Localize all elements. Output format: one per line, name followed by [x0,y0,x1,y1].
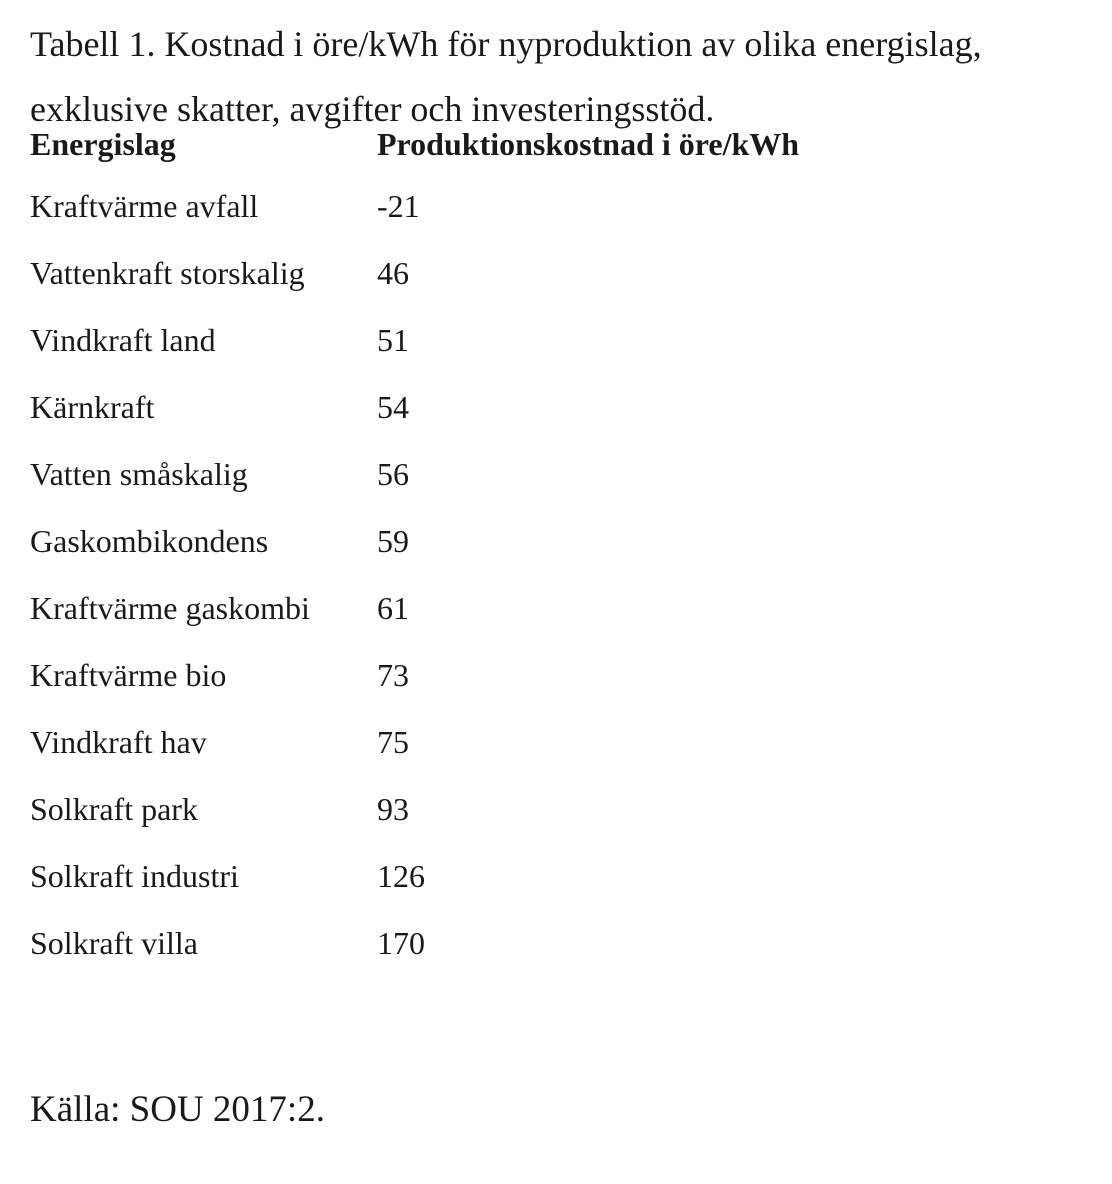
cost-cell: 126 [377,858,425,894]
cost-cell: 75 [377,724,409,760]
energy-type-cell: Kraftvärme gaskombi [30,590,310,626]
header-energislag: Energislag [30,126,176,162]
cost-cell: -21 [377,188,420,224]
header-produktionskostnad: Produktionskostnad i öre/kWh [377,126,800,162]
cost-cell: 61 [377,590,409,626]
cost-cell: 73 [377,657,409,693]
cost-cell: 93 [377,791,409,827]
source-note: Källa: SOU 2017:2. [30,1089,325,1130]
cost-cell: 170 [377,925,425,961]
table-row: Kraftvärme gaskombi 61 [30,590,799,657]
table-row: Vatten småskalig 56 [30,456,799,523]
cost-cell: 46 [377,255,409,291]
table-row: Solkraft villa 170 [30,925,799,992]
energy-type-cell: Vindkraft hav [30,724,207,760]
table-row: Vindkraft hav 75 [30,724,799,791]
cost-cell: 54 [377,389,409,425]
table-row: Solkraft industri 126 [30,858,799,925]
energy-type-cell: Vindkraft land [30,322,216,358]
table-row: Kraftvärme bio 73 [30,657,799,724]
energy-type-cell: Kärnkraft [30,389,155,425]
table-row: Solkraft park 93 [30,791,799,858]
table-caption: Tabell 1. Kostnad i öre/kWh för nyproduk… [30,12,1110,142]
table-header-row: Energislag Produktionskostnad i öre/kWh [30,126,799,188]
caption-line-2: exklusive skatter, avgifter och invester… [30,89,715,129]
table-row: Gaskombikondens 59 [30,523,799,590]
table-row: Kraftvärme avfall -21 [30,188,799,255]
cost-cell: 59 [377,523,409,559]
energy-type-cell: Vatten småskalig [30,456,248,492]
energy-type-cell: Gaskombikondens [30,523,269,559]
energy-type-cell: Kraftvärme bio [30,657,227,693]
energy-type-cell: Solkraft park [30,791,198,827]
table-row: Vattenkraft storskalig 46 [30,255,799,322]
energy-type-cell: Solkraft villa [30,925,198,961]
energy-type-cell: Solkraft industri [30,858,239,894]
caption-line-1: Tabell 1. Kostnad i öre/kWh för nyproduk… [30,24,982,64]
cost-cell: 56 [377,456,409,492]
energy-type-cell: Vattenkraft storskalig [30,255,305,291]
cost-cell: 51 [377,322,409,358]
cost-table: Energislag Produktionskostnad i öre/kWh … [30,126,799,992]
table-row: Vindkraft land 51 [30,322,799,389]
energy-type-cell: Kraftvärme avfall [30,188,259,224]
table-row: Kärnkraft 54 [30,389,799,456]
